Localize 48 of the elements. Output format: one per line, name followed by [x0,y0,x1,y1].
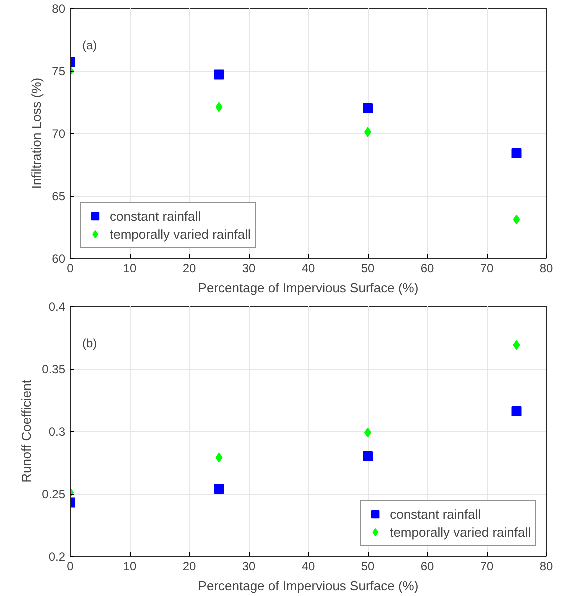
x-tick-label: 50 [361,262,375,276]
x-tick-label: 30 [242,262,256,276]
point [214,484,224,494]
x-tick-label: 40 [302,262,316,276]
y-tick-label: 0.35 [42,362,66,376]
x-tick-label: 80 [540,262,554,276]
x-tick-label: 60 [420,560,434,574]
x-tick-label: 70 [480,560,494,574]
point [513,340,520,350]
x-tick-label: 40 [302,560,316,574]
point [216,102,223,112]
annotation: (b) [82,336,98,350]
annotation: (a) [82,38,98,52]
legend-label: temporally varied rainfall [110,226,251,243]
x-tick-label: 50 [361,560,375,574]
point [513,214,520,225]
y-tick-label: 60 [52,252,66,266]
y-tick-label: 0.25 [42,488,66,502]
y-tick-label: 75 [52,64,66,78]
y-tick-label: 0.2 [48,550,66,564]
y-axis-title: Runoff Coefficient [19,380,34,483]
x-tick-label: 10 [123,262,137,276]
x-tick-label: 70 [480,262,494,276]
x-axis-title: Percentage of Impervious Surface (%) [198,280,419,296]
x-tick-label: 20 [182,262,196,276]
point [214,70,224,80]
legend-label: temporally varied rainfall [390,524,531,541]
x-axis-title: Percentage of Impervious Surface (%) [198,578,419,594]
y-tick-label: 80 [52,2,66,16]
x-tick-label: 0 [67,262,74,276]
point [216,452,223,463]
y-tick-label: 0.3 [48,425,66,439]
x-tick-label: 80 [540,560,554,574]
point [363,104,373,114]
point [363,452,373,462]
y-axis-title: Infiltration Loss (%) [29,78,44,190]
y-tick-label: 70 [52,127,66,141]
point [512,148,522,158]
x-tick-label: 0 [67,560,74,574]
point [512,406,522,416]
x-tick-label: 30 [242,560,256,574]
x-tick-label: 10 [123,560,137,574]
y-tick-label: 65 [52,190,66,204]
x-tick-label: 60 [420,262,434,276]
legend-label: constant rainfall [110,208,202,225]
y-tick-label: 0.4 [48,300,66,314]
legend-label: constant rainfall [390,506,482,523]
x-tick-label: 20 [182,560,196,574]
